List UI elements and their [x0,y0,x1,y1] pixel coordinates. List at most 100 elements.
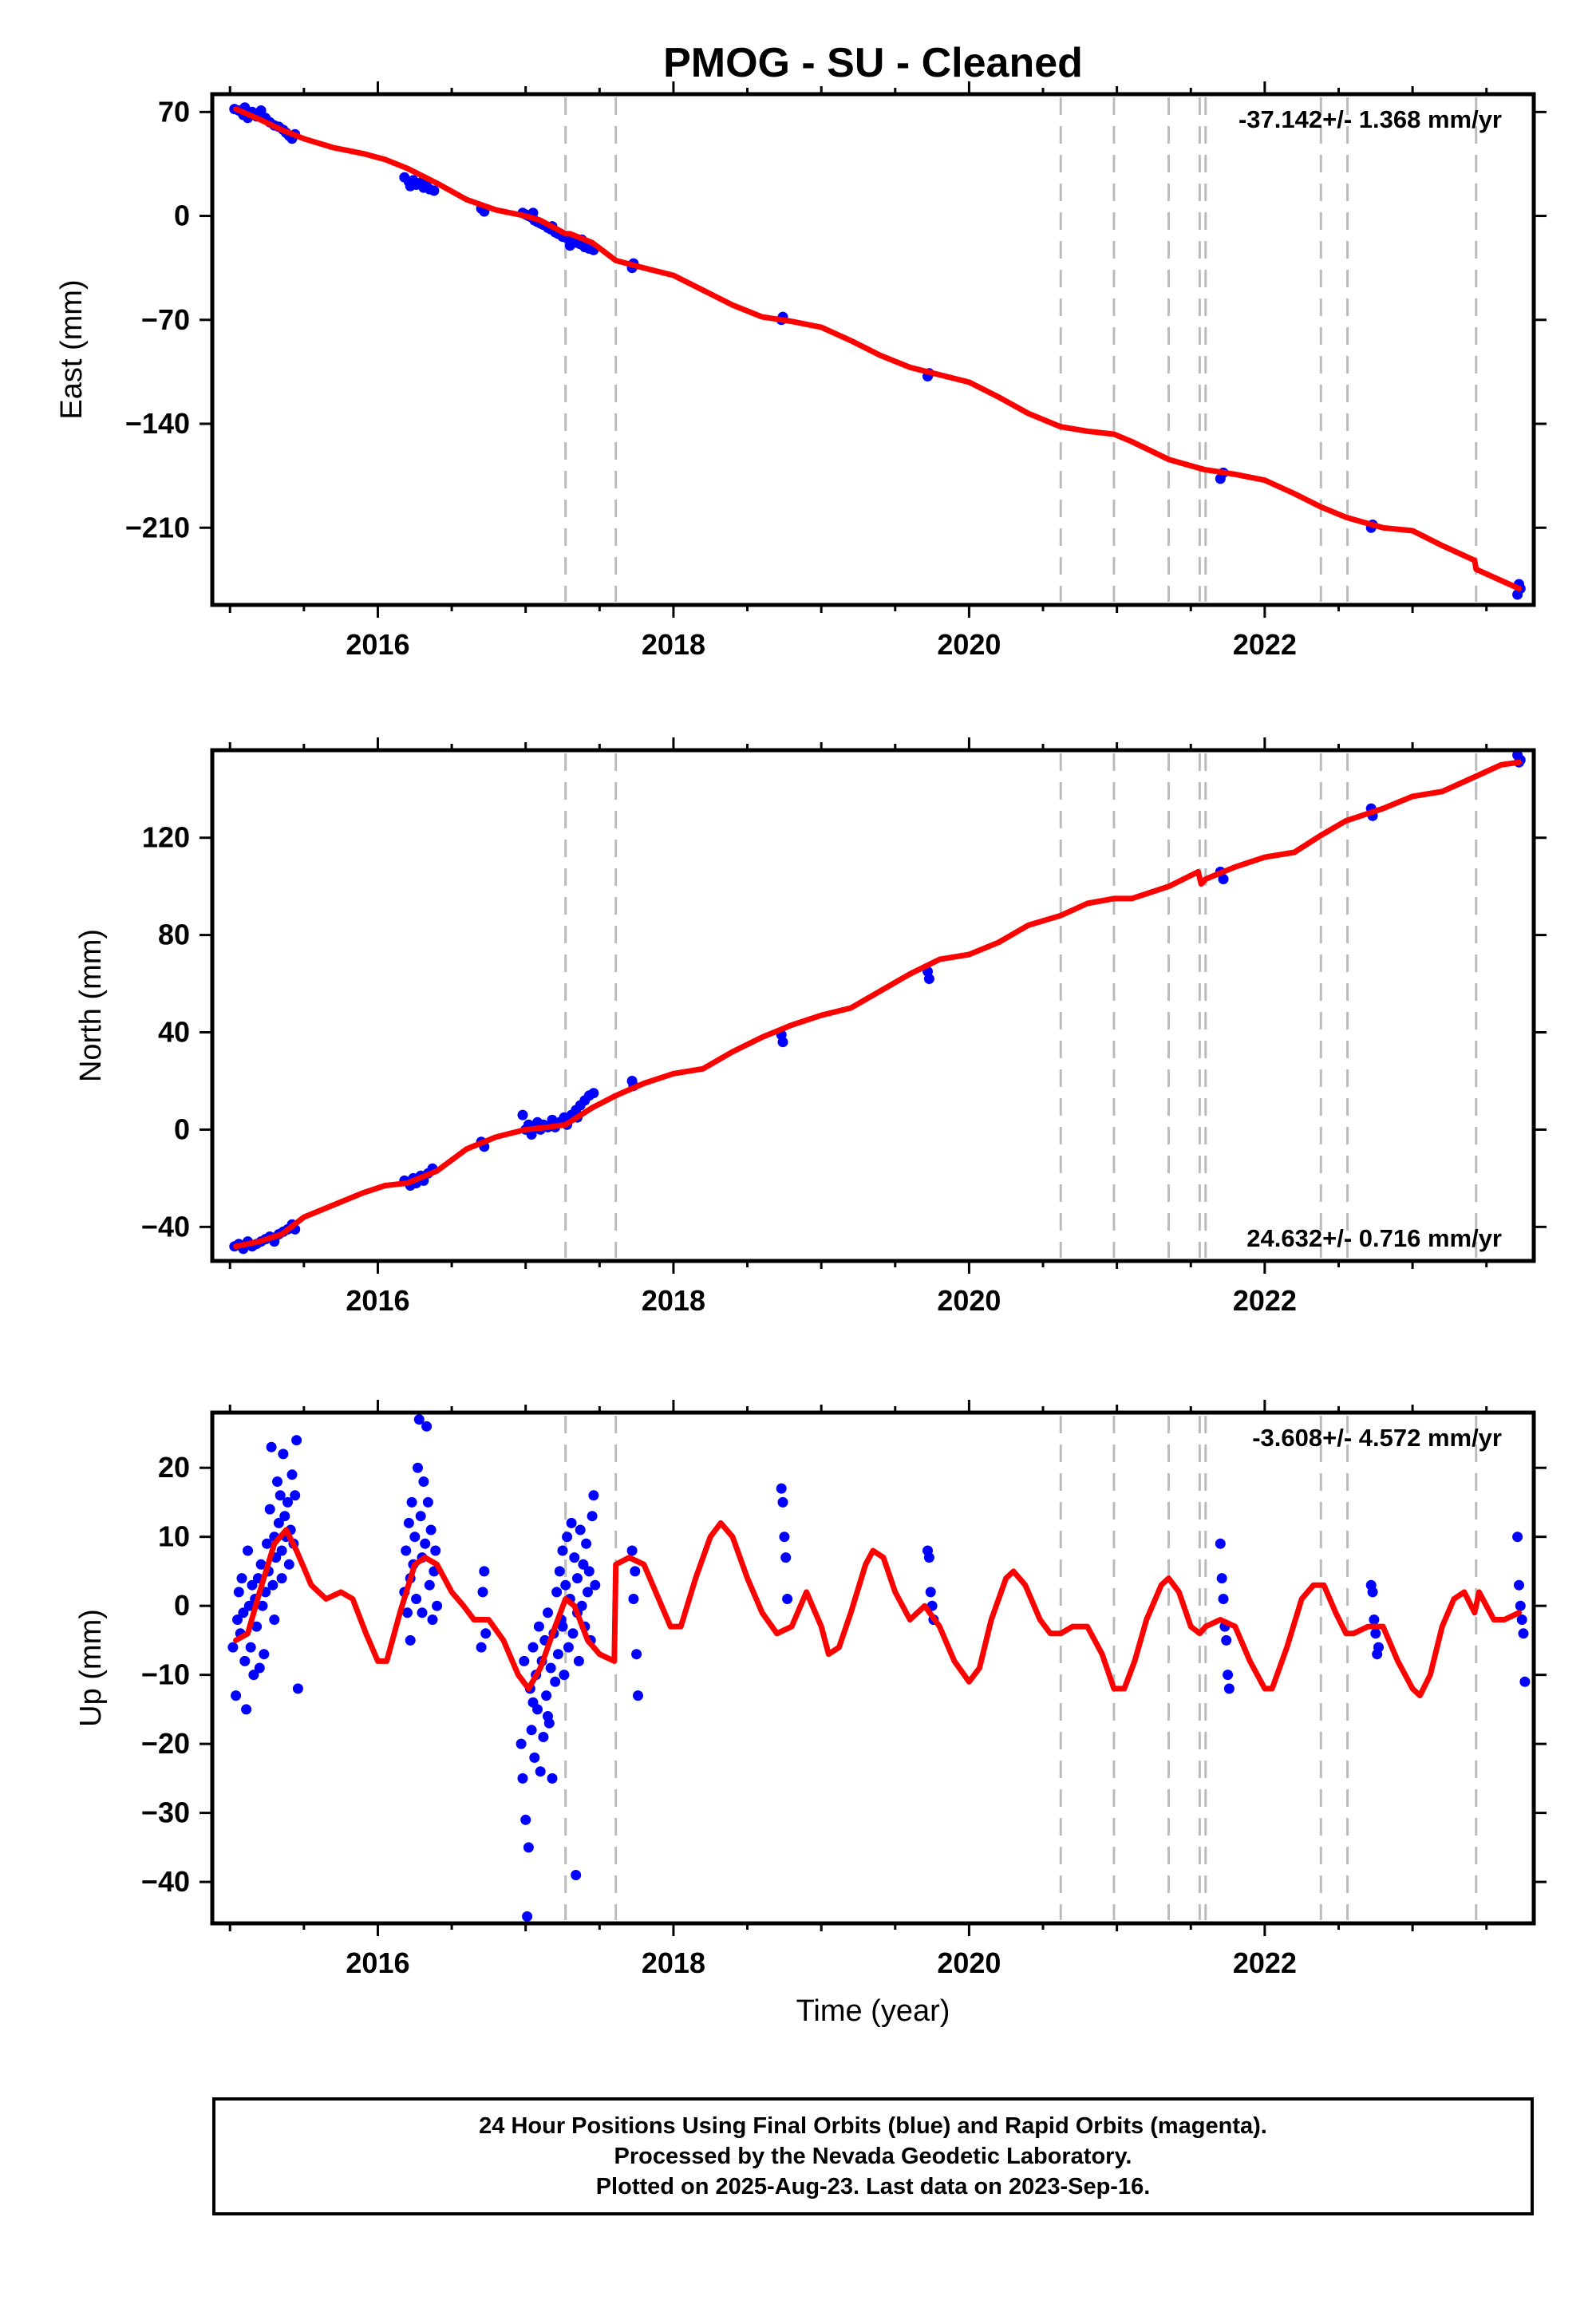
y-tick-label: −210 [125,511,190,543]
data-point [1373,1642,1384,1653]
break-lines [564,753,1478,1258]
data-point [583,1587,593,1598]
x-tick-label: 2018 [642,1284,705,1317]
up-panel: 2016 2018 2020 2022 20 10 0 −10 −20 −30 −40 Up (mm)… [74,1400,1547,2028]
north-axis-label: North (mm) [74,929,108,1082]
data-point [1370,1628,1381,1639]
data-point [628,1594,639,1604]
data-point [233,1587,244,1598]
y-tick-label: 10 [158,1520,190,1553]
data-point [545,1662,556,1674]
x-tick-label: 2018 [642,628,705,661]
y-axis: 70 0 −70 −140 −210 [125,95,1547,543]
data-point [581,1538,592,1549]
data-point [239,1655,251,1666]
data-point [1512,1531,1523,1543]
y-tick-label: −40 [141,1210,190,1243]
data-point [588,1490,599,1501]
data-point [415,1511,426,1522]
data-point [427,1614,438,1625]
data-point [631,1649,642,1660]
data-point [522,1911,533,1922]
data-point [413,1414,425,1425]
data-point [290,1490,301,1501]
data-point [1218,1594,1229,1604]
data-point [420,1538,431,1549]
data-point [262,1538,272,1549]
north-frame [210,748,1536,1263]
y-tick-label: −40 [141,1865,190,1898]
up-frame [210,1410,1536,1926]
data-point [276,1573,287,1584]
data-point [422,1496,433,1508]
data-point [578,1559,589,1570]
data-point [243,1600,255,1611]
data-point [923,1552,934,1563]
data-point [571,1870,582,1880]
data-point [547,1773,558,1784]
y-tick-label: 120 [142,821,190,854]
data-point [564,240,575,251]
data-point [777,1037,788,1048]
data-point [477,1587,488,1598]
data-point [254,1662,265,1674]
data-point [535,1766,546,1777]
y-tick-label: −20 [141,1727,190,1760]
x-tick-label: 2018 [642,1946,705,1979]
data-point [1515,1600,1526,1611]
data-point [560,1579,571,1591]
note-line-1: 24 Hour Positions Using Final Orbits (bl… [479,2113,1267,2139]
data-point [259,1649,270,1660]
data-point [241,1704,252,1715]
data-point [780,1552,792,1563]
x-axis-label: Time (year) [796,1994,950,2028]
data-point [413,1462,423,1473]
data-point [554,1566,565,1577]
data-point [923,974,934,984]
data-point [286,1469,298,1480]
data-point [273,1517,284,1528]
data-point [405,180,416,192]
x-tick-label: 2016 [346,1946,409,1979]
data-point [527,1697,539,1708]
data-point [516,1738,527,1749]
data-point [479,1566,490,1577]
data-point [777,1496,788,1508]
data-point [1514,1579,1524,1591]
y-tick-label: 0 [174,1589,190,1622]
data-point [533,1621,544,1632]
data-point [529,1752,540,1763]
data-point [517,1109,528,1120]
note-line-2: Processed by the Nevada Geodetic Laborat… [614,2144,1132,2169]
up-axis-label: Up (mm) [74,1609,108,1727]
data-point [248,1670,259,1681]
data-point [401,1545,412,1556]
data-point [421,1421,433,1432]
data-point [541,1690,552,1701]
y-axis: 120 80 40 0 −40 [141,821,1547,1243]
east-frame [210,92,1536,607]
data-point [247,1579,258,1591]
data-point [257,1600,268,1611]
break-lines [564,97,1478,602]
data-point [526,1725,537,1736]
data-point [569,1552,580,1563]
data-point [232,1614,243,1625]
x-tick-label: 2020 [937,1284,1001,1317]
x-tick-label: 2022 [1233,1946,1297,1979]
x-axis: 2016 2018 2020 2022 [228,737,1488,1317]
data-point [566,1517,577,1528]
model-curve [233,106,1522,591]
data-point [245,1642,256,1653]
model-curve [233,1520,1522,1699]
x-tick-label: 2020 [937,628,1001,661]
data-point [402,1607,413,1618]
data-point [925,1587,936,1598]
x-tick-label: 2022 [1233,1284,1297,1317]
data-point [557,1545,568,1556]
y-tick-label: 0 [174,1113,190,1145]
data-point [520,1814,531,1825]
y-tick-label: 20 [158,1451,190,1484]
panels: 2016 2018 2020 2022 70 0 −70 −140 −210 East (mm) -… [55,81,1547,2028]
